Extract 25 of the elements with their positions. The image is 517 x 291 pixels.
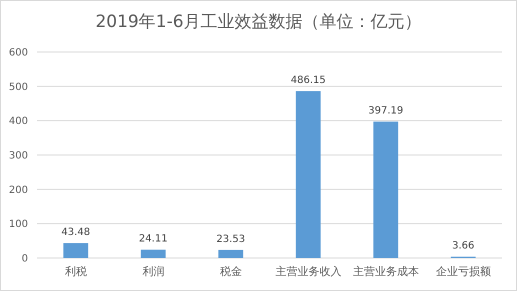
y-tick-label: 300 (8, 150, 28, 162)
y-tick-label: 400 (8, 116, 28, 128)
x-tick-label: 主营业务成本 (352, 265, 419, 278)
x-tick-label: 利税 (64, 265, 87, 278)
y-tick-label: 0 (22, 254, 28, 264)
x-tick-label: 利润 (142, 265, 164, 278)
data-label: 486.15 (290, 75, 326, 86)
bar (140, 250, 166, 258)
data-label: 3.66 (452, 240, 474, 252)
bar (63, 243, 88, 258)
data-label: 23.53 (216, 234, 246, 245)
y-tick-label: 100 (8, 219, 28, 230)
data-label: 397.19 (368, 106, 404, 117)
y-tick-label: 600 (8, 48, 28, 58)
y-tick-label: 500 (8, 82, 28, 93)
bar (296, 91, 321, 258)
bar (373, 122, 398, 258)
bar (218, 250, 244, 258)
x-tick-label: 企业亏损额 (436, 265, 491, 278)
x-tick-label: 主营业务收入 (275, 265, 342, 278)
data-label: 43.48 (61, 227, 90, 238)
y-tick-label: 200 (8, 184, 28, 196)
data-label: 24.11 (138, 234, 168, 245)
chart-title: 2019年1-6月工业效益数据（单位：亿元） (95, 12, 422, 32)
x-tick-label: 税金 (220, 265, 242, 278)
